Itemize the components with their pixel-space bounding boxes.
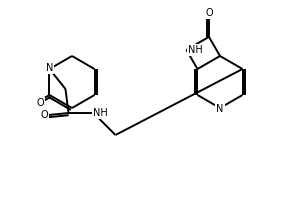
Text: O: O [41,110,48,120]
Text: N: N [46,63,53,73]
Text: NH: NH [188,45,203,55]
Text: NH: NH [93,108,108,118]
Text: O: O [37,98,44,108]
Text: O: O [205,8,213,18]
Text: N: N [216,104,224,114]
